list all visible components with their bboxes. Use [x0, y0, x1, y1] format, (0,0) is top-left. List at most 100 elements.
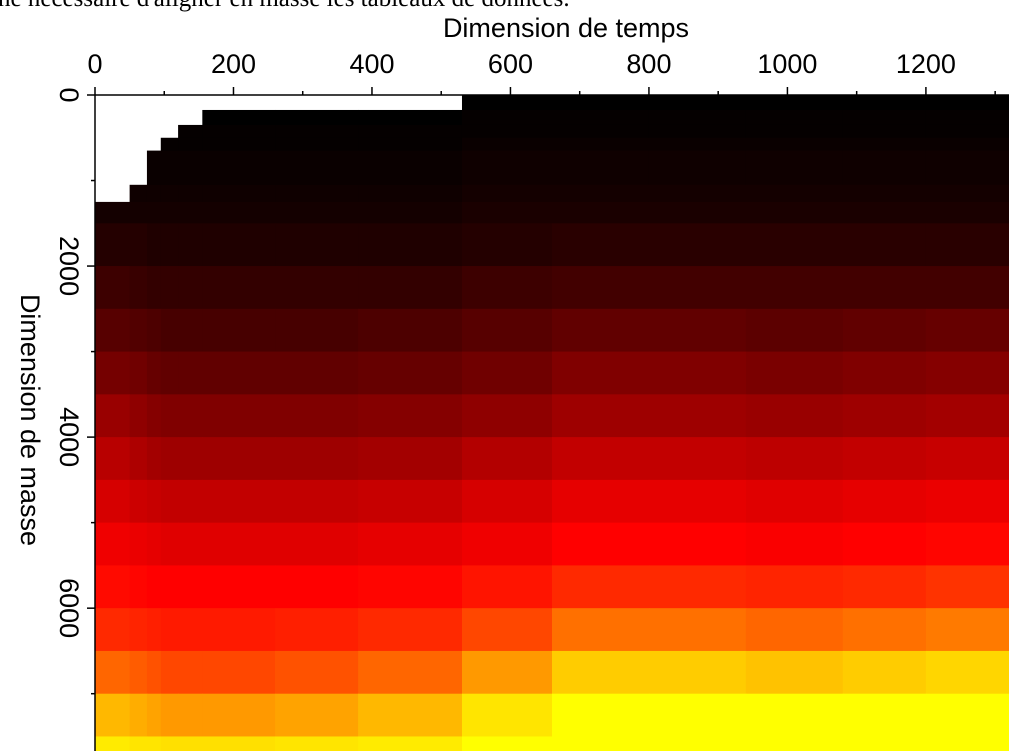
- heatmap-cell: [275, 394, 359, 438]
- y-axis-label: Dimension de masse: [15, 294, 45, 546]
- heatmap-cell: [146, 736, 162, 751]
- heatmap-cell: [95, 693, 131, 737]
- heatmap-cell: [648, 650, 747, 695]
- heatmap-cell: [95, 522, 131, 566]
- heatmap-cell: [648, 150, 747, 186]
- caption-fragment: ne nécessaire d'aligner en masse les tab…: [0, 0, 570, 12]
- heatmap-cell: [745, 565, 844, 609]
- heatmap-cell: [552, 693, 650, 737]
- heatmap-cell: [842, 479, 927, 524]
- heatmap-cell: [552, 736, 650, 751]
- heatmap-cell: [925, 95, 1009, 111]
- heatmap-cell: [745, 95, 844, 111]
- heatmap-cell: [358, 608, 463, 652]
- heatmap-cell: [842, 351, 927, 395]
- heatmap-cell: [95, 308, 131, 353]
- heatmap-cell: [925, 201, 1009, 224]
- heatmap-cell: [648, 351, 747, 395]
- heatmap-cell: [925, 223, 1009, 267]
- heatmap-cell: [95, 394, 131, 438]
- heatmap-cell: [146, 351, 162, 395]
- y-tick-label: 6000: [54, 578, 84, 638]
- heatmap-cell: [745, 223, 844, 267]
- heatmap-cell: [648, 109, 747, 126]
- heatmap-cell: [178, 736, 203, 751]
- heatmap-cell: [925, 266, 1009, 310]
- heatmap-cell: [202, 693, 276, 737]
- heatmap-cell: [160, 223, 179, 267]
- heatmap-cell: [160, 608, 179, 652]
- heatmap-cell: [842, 650, 927, 695]
- x-axis-label: Dimension de temps: [443, 13, 689, 43]
- heatmap-cell: [129, 266, 148, 310]
- heatmap-cell: [129, 437, 148, 481]
- heatmap-cell: [461, 565, 553, 609]
- heatmap-cell: [160, 150, 179, 186]
- heatmap-cell: [146, 522, 162, 566]
- heatmap-cell: [461, 693, 553, 737]
- heatmap-cell: [178, 394, 203, 438]
- heatmap-cell: [648, 736, 747, 751]
- heatmap-cell: [358, 437, 463, 481]
- heatmap-cell: [552, 184, 650, 203]
- heatmap-cell: [648, 137, 747, 152]
- heatmap-cell: [745, 124, 844, 139]
- heatmap-cell: [358, 109, 463, 126]
- y-tick-label: 2000: [54, 236, 84, 296]
- heatmap-cell: [202, 437, 276, 481]
- heatmap-cell: [178, 608, 203, 652]
- heatmap-cell: [648, 693, 747, 737]
- heatmap-cell: [552, 565, 650, 609]
- heatmap-cell: [178, 137, 203, 152]
- heatmap-cell: [275, 150, 359, 186]
- heatmap-cell: [745, 650, 844, 695]
- heatmap-cell: [925, 109, 1009, 126]
- heatmap-cell: [146, 437, 162, 481]
- heatmap-cell: [552, 109, 650, 126]
- heatmap-cell: [95, 266, 131, 310]
- heatmap-cell: [552, 650, 650, 695]
- heatmap-cell: [461, 351, 553, 395]
- heatmap-cell: [129, 608, 148, 652]
- heatmap-cell: [95, 650, 131, 695]
- heatmap-cell: [461, 308, 553, 353]
- heatmap: [95, 95, 1009, 751]
- heatmap-cell: [146, 394, 162, 438]
- heatmap-cell: [745, 201, 844, 224]
- heatmap-cell: [358, 124, 463, 139]
- heatmap-cell: [95, 736, 131, 751]
- heatmap-cell: [842, 124, 927, 139]
- heatmap-cell: [178, 266, 203, 310]
- heatmap-cell: [275, 736, 359, 751]
- x-tick-label: 600: [488, 49, 533, 79]
- heatmap-cell: [461, 201, 553, 224]
- heatmap-cell: [275, 201, 359, 224]
- heatmap-cell: [745, 137, 844, 152]
- heatmap-cell: [745, 479, 844, 524]
- heatmap-cell: [358, 394, 463, 438]
- heatmap-cell: [275, 479, 359, 524]
- heatmap-cell: [461, 137, 553, 152]
- heatmap-cell: [842, 150, 927, 186]
- x-tick-label: 1000: [757, 49, 817, 79]
- heatmap-cell: [129, 479, 148, 524]
- x-tick-label: 0: [87, 49, 102, 79]
- heatmap-cell: [275, 650, 359, 695]
- heatmap-cell: [461, 650, 553, 695]
- heatmap-cell: [358, 184, 463, 203]
- heatmap-cell: [648, 565, 747, 609]
- x-tick-label: 400: [349, 49, 394, 79]
- heatmap-cell: [160, 201, 179, 224]
- heatmap-cell: [745, 150, 844, 186]
- heatmap-cell: [745, 109, 844, 126]
- heatmap-cell: [146, 650, 162, 695]
- heatmap-cell: [925, 608, 1009, 652]
- heatmap-cell: [842, 223, 927, 267]
- heatmap-cell: [842, 109, 927, 126]
- heatmap-cell: [745, 608, 844, 652]
- heatmap-cell: [745, 351, 844, 395]
- heatmap-cell: [275, 184, 359, 203]
- heatmap-cell: [202, 479, 276, 524]
- heatmap-cell: [461, 109, 553, 126]
